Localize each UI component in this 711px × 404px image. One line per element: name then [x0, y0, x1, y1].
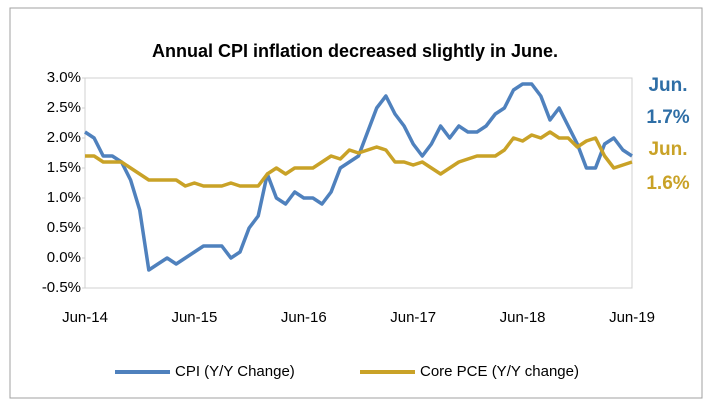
x-tick-label: Jun-16: [281, 309, 327, 326]
annotation: Jun.: [648, 75, 687, 96]
line-series: [85, 130, 633, 188]
chart-border: [9, 7, 703, 399]
x-tick-label: Jun-17: [390, 309, 436, 326]
annotation: 1.7%: [646, 107, 689, 128]
y-tick-label: 1.0%: [47, 189, 81, 206]
legend-label: Core PCE (Y/Y change): [420, 363, 579, 380]
x-tick-label: Jun-19: [609, 309, 655, 326]
annotation: Jun.: [648, 139, 687, 160]
x-tick-label: Jun-15: [171, 309, 217, 326]
y-tick-label: 0.5%: [47, 219, 81, 236]
y-tick-label: 3.0%: [47, 69, 81, 86]
y-tick-label: 1.5%: [47, 159, 81, 176]
plot-border: [84, 77, 633, 289]
y-tick-label: 2.0%: [47, 129, 81, 146]
chart-title: Annual CPI inflation decreased slightly …: [152, 41, 558, 61]
legend-label: CPI (Y/Y Change): [175, 363, 295, 380]
y-tick-label: 2.5%: [47, 99, 81, 116]
line-series: [84, 82, 633, 272]
annotation: 1.6%: [646, 173, 689, 194]
y-tick-label: 0.0%: [47, 249, 81, 266]
x-tick-label: Jun-18: [500, 309, 546, 326]
x-tick-label: Jun-14: [62, 309, 108, 326]
y-tick-label: -0.5%: [42, 279, 81, 296]
